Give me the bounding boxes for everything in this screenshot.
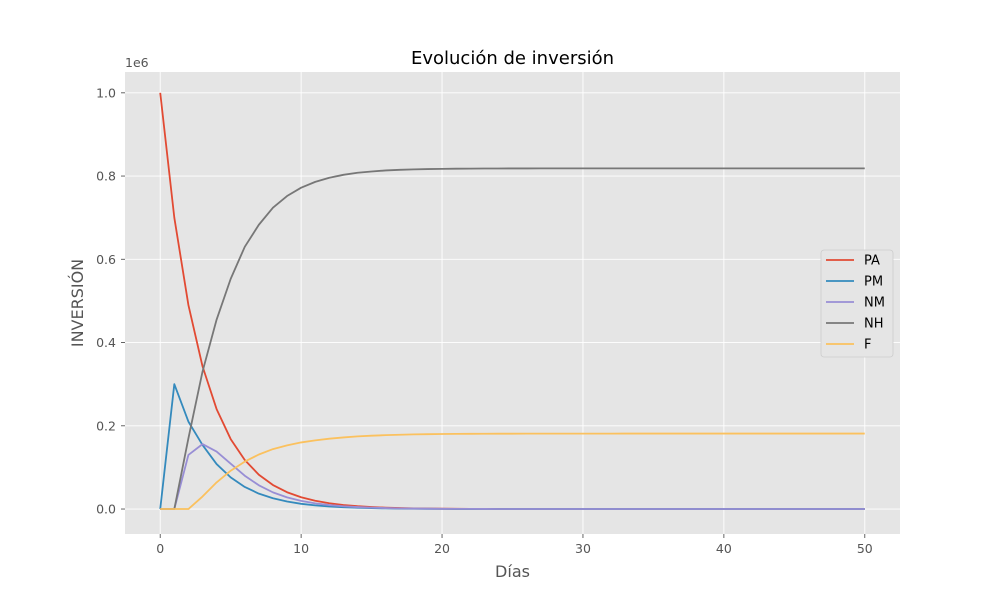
y-tick-label: 1.0 <box>96 85 116 100</box>
y-axis-ticks: 0.0 0.2 0.4 0.6 0.8 1.0 <box>96 85 125 517</box>
y-tick-label: 0.4 <box>96 335 116 350</box>
x-tick-label: 20 <box>434 541 450 556</box>
y-tick-label: 0.6 <box>96 252 116 267</box>
x-tick-label: 10 <box>293 541 309 556</box>
y-tick-label: 0.8 <box>96 169 116 184</box>
x-axis-ticks: 0 10 20 30 40 50 <box>156 534 873 556</box>
legend-box <box>820 249 894 358</box>
x-tick-label: 30 <box>575 541 591 556</box>
x-tick-label: 40 <box>716 541 732 556</box>
legend: PA PM NM NH F <box>820 249 894 358</box>
legend-label-nm: NM <box>864 296 885 311</box>
y-tick-label: 0.0 <box>96 502 116 517</box>
y-axis-label: INVERSIÓN <box>68 259 87 347</box>
legend-label-pm: PM <box>864 275 883 290</box>
x-axis-label: Días <box>495 562 530 581</box>
y-tick-label: 0.2 <box>96 418 116 433</box>
series-lines <box>159 92 865 510</box>
series-line-nh <box>160 167 865 510</box>
legend-label-f: F <box>864 338 871 353</box>
y-axis-offset-text: 1e6 <box>125 55 149 70</box>
x-tick-label: 50 <box>857 541 873 556</box>
legend-label-pa: PA <box>864 254 880 269</box>
x-tick-label: 0 <box>156 541 164 556</box>
legend-label-nh: NH <box>864 317 884 332</box>
series-line-nm <box>160 443 865 510</box>
chart-title: Evolución de inversión <box>411 48 614 69</box>
series-line-f <box>160 432 865 510</box>
